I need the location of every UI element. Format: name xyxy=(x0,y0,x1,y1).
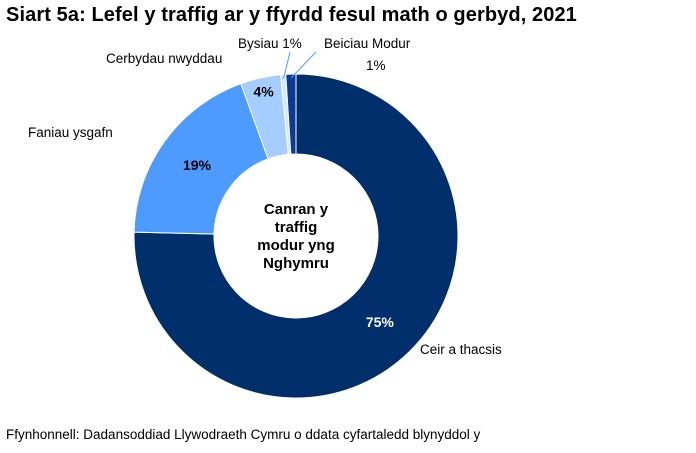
slice-faniau-ysgafn xyxy=(133,83,269,235)
category-label-beiciau-modur: Beiciau Modur xyxy=(324,36,411,51)
center-label-line: Canran y xyxy=(264,201,329,218)
category-label-faniau-ysgafn: Faniau ysgafn xyxy=(28,125,113,140)
category-label-ceir-a-thacsis: Ceir a thacsis xyxy=(420,342,502,357)
center-label-line: traffig xyxy=(275,219,318,236)
leader-line-bysiau xyxy=(283,51,291,79)
slice-value-faniau-ysgafn: 19% xyxy=(183,157,212,173)
center-label-line: Nghymru xyxy=(263,255,329,272)
leader-line-beiciau-modur xyxy=(290,51,317,79)
category-label-cerbydau-nwyddau: Cerbydau nwyddau xyxy=(106,51,222,66)
slice-ceir-a-thacsis xyxy=(133,73,459,399)
slice-value-ceir-a-thacsis: 75% xyxy=(366,314,395,330)
slice-value-cerbydau-nwyddau: 4% xyxy=(253,84,274,100)
chart-title: Siart 5a: Lefel y traffig ar y ffyrdd fe… xyxy=(6,4,577,26)
slice-beiciau-modur xyxy=(285,73,297,155)
source-note: Ffynhonnell: Dadansoddiad Llywodraeth Cy… xyxy=(6,427,481,442)
center-label-line: modur yng xyxy=(257,237,335,254)
slice-value-beiciau-modur: 1% xyxy=(366,58,386,73)
category-label-bysiau: Bysiau 1% xyxy=(238,36,302,51)
